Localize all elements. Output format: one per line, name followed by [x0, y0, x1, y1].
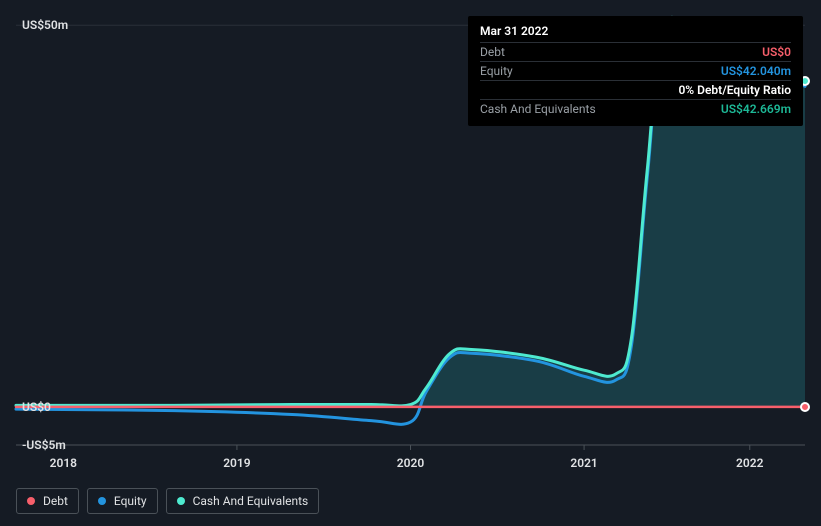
tooltip-row-value: US$0	[762, 45, 791, 59]
legend-dot	[27, 497, 35, 505]
x-axis-label: 2022	[736, 456, 763, 470]
tooltip-row: Debt US$0	[480, 42, 791, 61]
tooltip-row-value: 0% Debt/Equity Ratio	[678, 83, 791, 97]
tooltip-row: 0% Debt/Equity Ratio	[480, 80, 791, 99]
financial-chart: US$50m US$0 -US$5m 2018 2019 2020 2021 2022 Ma…	[0, 0, 821, 526]
legend-dot	[98, 497, 106, 505]
tooltip-row-value: US$42.669m	[721, 102, 791, 116]
y-axis-label: US$50m	[22, 18, 68, 32]
legend-label: Debt	[43, 494, 68, 508]
tooltip-row-label: Debt	[480, 45, 505, 59]
legend-dot	[177, 497, 185, 505]
debt-end-marker	[800, 402, 810, 412]
tooltip-row: Equity US$42.040m	[480, 61, 791, 80]
legend-label: Cash And Equivalents	[193, 494, 309, 508]
tooltip-row-value: US$42.040m	[721, 64, 791, 78]
legend-label: Equity	[114, 494, 147, 508]
x-axis-label: 2019	[223, 456, 250, 470]
legend-item-debt[interactable]: Debt	[16, 488, 79, 514]
legend-item-equity[interactable]: Equity	[87, 488, 158, 514]
y-axis-label: -US$5m	[22, 438, 66, 452]
chart-tooltip: Mar 31 2022 Debt US$0 Equity US$42.040m 0% D…	[468, 16, 803, 126]
legend: Debt Equity Cash And Equivalents	[16, 488, 319, 514]
tooltip-row-label: Equity	[480, 64, 513, 78]
y-axis-label: US$0	[22, 400, 51, 414]
x-axis-label: 2021	[570, 456, 597, 470]
legend-item-cash-and-equivalents[interactable]: Cash And Equivalents	[166, 488, 320, 514]
tooltip-row: Cash And Equivalents US$42.669m	[480, 99, 791, 118]
tooltip-date: Mar 31 2022	[480, 24, 791, 38]
tooltip-row-label: Cash And Equivalents	[480, 102, 596, 116]
x-axis-label: 2018	[50, 456, 77, 470]
x-axis-label: 2020	[397, 456, 424, 470]
